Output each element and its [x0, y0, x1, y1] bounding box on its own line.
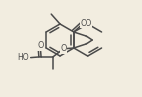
- Text: O: O: [84, 19, 91, 29]
- Text: HO: HO: [17, 53, 29, 62]
- Text: O: O: [60, 44, 67, 53]
- Text: O: O: [80, 19, 87, 28]
- Text: O: O: [37, 41, 43, 50]
